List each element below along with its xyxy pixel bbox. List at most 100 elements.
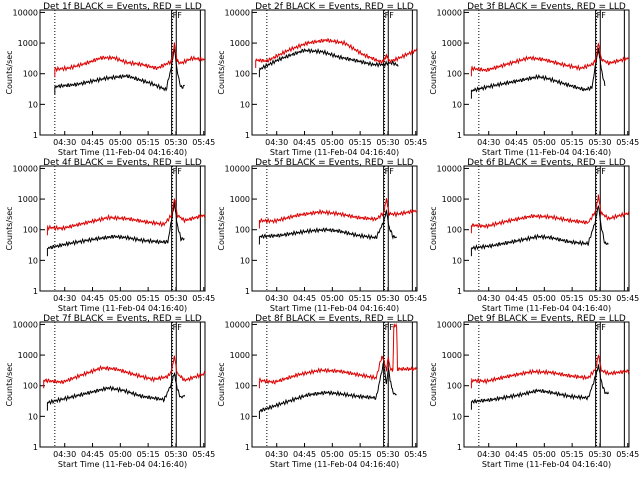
- x-tick-label: 05:45: [192, 450, 215, 459]
- y-tick-label: 10: [452, 412, 462, 421]
- events-series-line: [47, 201, 185, 250]
- x-tick-label: 05:00: [109, 450, 132, 459]
- plot-frame: [39, 321, 206, 448]
- detector-panel: Det 8f BLACK = Events, RED = LLD 1 10 100 10…: [217, 314, 427, 469]
- y-tick-label: 10000: [13, 320, 38, 329]
- y-tick-label: 1000: [230, 351, 250, 360]
- plot-frame: [463, 165, 630, 292]
- x-tick-label: 05:30: [588, 294, 611, 303]
- detector-panel: Det 5f BLACK = Events, RED = LLD 1 10 100 10…: [217, 158, 427, 313]
- x-tick-label: 04:45: [293, 138, 316, 147]
- x-tick-label: 05:15: [137, 138, 160, 147]
- panel-title: Det 3f BLACK = Events, RED = LLD: [467, 2, 626, 12]
- y-axis-label: Counts/sec: [5, 50, 14, 94]
- detector-panel: Det 4f BLACK = Events, RED = LLD 1 10 100 10…: [5, 158, 215, 313]
- y-tick-label: 100: [23, 70, 38, 79]
- y-tick-label: 100: [23, 226, 38, 235]
- y-tick-label: 1: [245, 443, 250, 452]
- y-tick-label: 10: [240, 412, 250, 421]
- events-series-line: [470, 364, 610, 404]
- x-tick-label: 05:00: [321, 450, 344, 459]
- marker-label: F: [173, 323, 178, 332]
- y-tick-label: 1000: [442, 351, 462, 360]
- x-tick-label: 05:45: [404, 294, 427, 303]
- x-tick-label: 05:30: [588, 450, 611, 459]
- x-axis-label: Start Time (11-Feb-04 04:16:40): [482, 304, 611, 313]
- panel-title: Det 7f BLACK = Events, RED = LLD: [43, 314, 202, 324]
- x-tick-label: 05:00: [321, 294, 344, 303]
- x-tick-label: 05:45: [192, 138, 215, 147]
- panel-title: Det 8f BLACK = Events, RED = LLD: [255, 314, 414, 324]
- y-tick-label: 1: [33, 131, 38, 140]
- panel-title: Det 9f BLACK = Events, RED = LLD: [467, 314, 626, 324]
- marker-label: F: [173, 11, 178, 20]
- x-axis-label: Start Time (11-Feb-04 04:16:40): [270, 304, 399, 313]
- x-tick-label: 05:15: [561, 294, 584, 303]
- x-tick-label: 05:30: [588, 138, 611, 147]
- x-tick-label: 04:45: [505, 294, 528, 303]
- x-tick-label: 04:30: [477, 138, 500, 147]
- x-axis-label: Start Time (11-Feb-04 04:16:40): [58, 460, 187, 469]
- lld-series-line: [470, 42, 630, 73]
- panel-title: Det 5f BLACK = Events, RED = LLD: [255, 158, 414, 168]
- marker-label: F: [601, 167, 606, 176]
- marker-label: F: [385, 323, 390, 332]
- events-series-line: [471, 204, 609, 252]
- lld-series-line: [471, 194, 630, 230]
- y-tick-label: 1000: [18, 39, 38, 48]
- y-axis-label: Counts/sec: [429, 206, 438, 250]
- y-tick-label: 1: [245, 287, 250, 296]
- y-axis-label: Counts/sec: [5, 206, 14, 250]
- y-tick-label: 10000: [437, 8, 462, 17]
- y-tick-label: 1: [457, 443, 462, 452]
- marker-label: F: [389, 167, 394, 176]
- y-tick-label: 1: [457, 131, 462, 140]
- y-tick-label: 10: [452, 256, 462, 265]
- events-series-line: [259, 361, 397, 413]
- plot-frame: [463, 321, 630, 448]
- events-series-line: [47, 371, 186, 406]
- x-tick-label: 05:45: [616, 294, 639, 303]
- y-axis-label: Counts/sec: [217, 362, 226, 406]
- plot-frame: [463, 9, 630, 136]
- marker-label: F: [385, 167, 390, 176]
- marker-label: F: [385, 11, 390, 20]
- y-tick-label: 10000: [225, 8, 250, 17]
- y-tick-label: 10: [452, 100, 462, 109]
- y-tick-label: 10: [28, 412, 38, 421]
- y-axis-label: Counts/sec: [217, 206, 226, 250]
- detector-panel: Det 3f BLACK = Events, RED = LLD 1 10 100 10…: [429, 2, 639, 157]
- x-tick-label: 05:45: [616, 450, 639, 459]
- marker-label: F: [601, 323, 606, 332]
- x-tick-label: 05:30: [376, 138, 399, 147]
- x-tick-label: 04:45: [81, 294, 104, 303]
- y-tick-label: 100: [447, 226, 462, 235]
- x-axis-label: Start Time (11-Feb-04 04:16:40): [58, 304, 187, 313]
- y-tick-label: 10: [28, 256, 38, 265]
- x-tick-label: 05:30: [376, 294, 399, 303]
- marker-label: F: [597, 323, 602, 332]
- lld-series-line: [258, 198, 418, 225]
- x-axis-label: Start Time (11-Feb-04 04:16:40): [58, 148, 187, 157]
- y-tick-label: 1000: [230, 39, 250, 48]
- panel-title: Det 6f BLACK = Events, RED = LLD: [467, 158, 626, 168]
- y-tick-label: 100: [235, 382, 250, 391]
- plot-frame: [251, 165, 418, 292]
- lld-series-line: [258, 323, 418, 385]
- marker-label: F: [173, 167, 178, 176]
- y-tick-label: 100: [235, 70, 250, 79]
- y-tick-label: 10000: [437, 320, 462, 329]
- y-tick-label: 100: [23, 382, 38, 391]
- x-tick-label: 05:30: [164, 138, 187, 147]
- x-tick-label: 05:00: [321, 138, 344, 147]
- panel-title: Det 2f BLACK = Events, RED = LLD: [255, 2, 414, 12]
- y-tick-label: 10000: [13, 8, 38, 17]
- marker-label: F: [177, 11, 182, 20]
- x-tick-label: 05:30: [376, 450, 399, 459]
- lld-series-line: [255, 37, 418, 64]
- y-axis-label: Counts/sec: [429, 50, 438, 94]
- lld-series-line: [470, 354, 630, 385]
- lld-series-line: [54, 42, 206, 73]
- x-tick-label: 05:00: [109, 138, 132, 147]
- marker-label: F: [177, 323, 182, 332]
